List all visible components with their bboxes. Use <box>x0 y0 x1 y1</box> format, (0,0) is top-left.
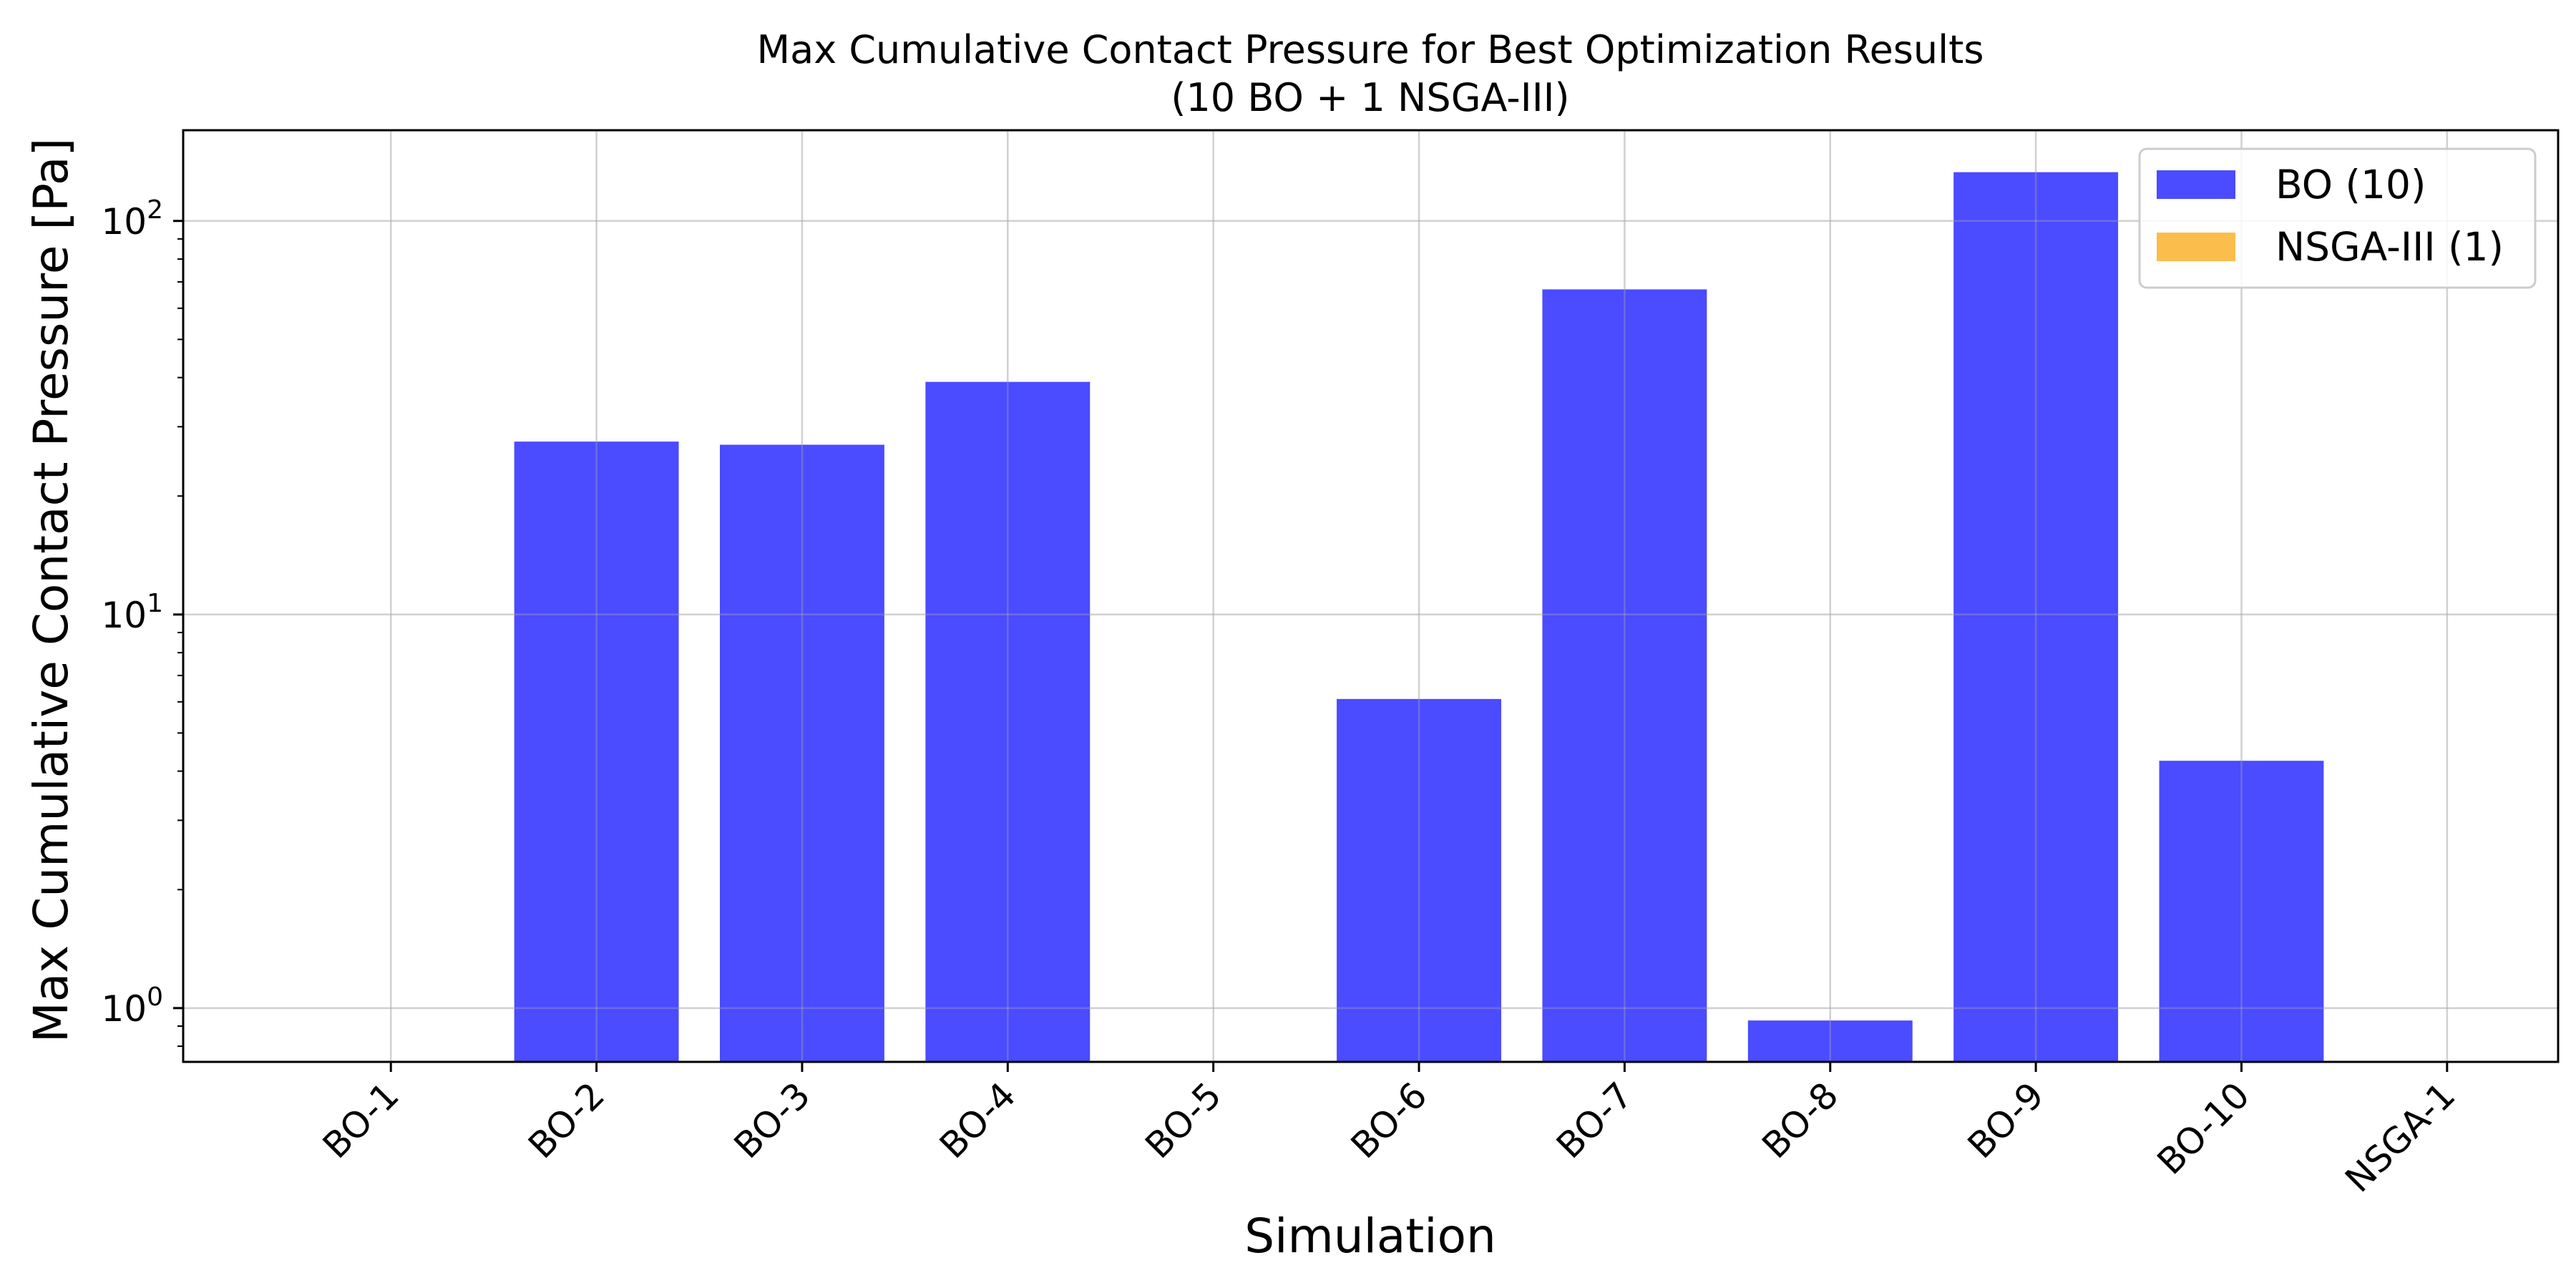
legend-label: NSGA-III (1) <box>2275 224 2504 270</box>
bars <box>183 130 2558 1063</box>
bar-bo-2 <box>514 441 679 1062</box>
chart-subtitle: (10 BO + 1 NSGA-III) <box>1171 75 1569 120</box>
bar-bo-7 <box>1542 289 1707 1062</box>
bar-bo-9 <box>1953 172 2119 1063</box>
x-axis-label: Simulation <box>1244 1209 1496 1264</box>
bar-bo-3 <box>720 444 884 1062</box>
y-tick-label: 101 <box>101 589 163 636</box>
bar-bo-4 <box>925 381 1091 1062</box>
y-tick-label: 102 <box>101 195 163 243</box>
bar-bo-8 <box>1747 1020 1913 1062</box>
legend-swatch <box>2157 233 2235 261</box>
chart-title: Max Cumulative Contact Pressure for Best… <box>757 27 1984 72</box>
legend: BO (10) NSGA-III (1) <box>2138 147 2537 289</box>
bar-bo-10 <box>2159 761 2324 1062</box>
legend-frame <box>2138 147 2537 289</box>
bar-bo-6 <box>1337 698 1501 1062</box>
legend-swatch <box>2157 170 2235 199</box>
legend-label: BO (10) <box>2275 162 2426 208</box>
y-axis-label: Max Cumulative Contact Pressure [Pa] <box>24 138 79 1043</box>
plot-frame <box>182 129 2560 1063</box>
y-tick-label: 100 <box>101 982 163 1030</box>
